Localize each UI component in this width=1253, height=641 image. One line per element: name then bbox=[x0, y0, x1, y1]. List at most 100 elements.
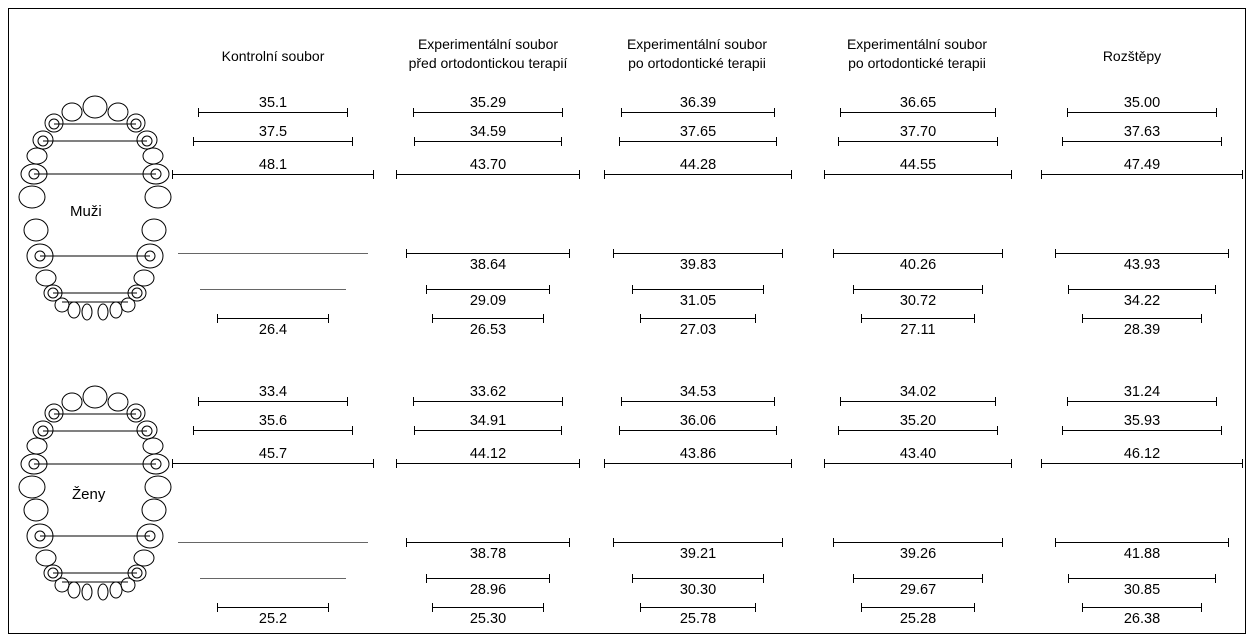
measurement-bar bbox=[840, 397, 996, 406]
measurement-bar bbox=[217, 314, 329, 323]
measurement-value: 27.11 bbox=[900, 322, 936, 338]
measurement-value: 44.12 bbox=[469, 446, 507, 462]
measurement-bar bbox=[406, 538, 570, 547]
measurement-bar bbox=[178, 253, 368, 254]
measurement-value: 35.00 bbox=[1123, 95, 1161, 111]
measurement-value: 37.70 bbox=[899, 124, 937, 140]
measurement-bar bbox=[824, 459, 1012, 468]
measurement-value: 43.86 bbox=[679, 446, 717, 462]
measurement-bar bbox=[1062, 426, 1222, 435]
measurement-bar bbox=[1082, 603, 1202, 612]
measurement-bar bbox=[217, 603, 329, 612]
measurement-bar bbox=[640, 314, 756, 323]
measurement-bar bbox=[604, 170, 792, 179]
measurement-value: 36.65 bbox=[899, 95, 937, 111]
measurement-value: 47.49 bbox=[1123, 157, 1161, 173]
group-label-women: Ženy bbox=[72, 486, 106, 503]
measurement-value: 48.1 bbox=[258, 157, 288, 173]
measurement-value: 34.02 bbox=[899, 384, 937, 400]
measurement-bar bbox=[198, 108, 348, 117]
measurement-value: 43.40 bbox=[899, 446, 937, 462]
measurement-bar bbox=[432, 603, 544, 612]
measurement-value: 43.93 bbox=[1123, 257, 1161, 273]
measurement-value: 44.55 bbox=[899, 157, 937, 173]
measurement-bar bbox=[426, 574, 550, 583]
measurement-value: 31.05 bbox=[679, 293, 717, 309]
measurement-bar bbox=[861, 603, 975, 612]
measurement-value: 37.65 bbox=[679, 124, 717, 140]
measurement-bar bbox=[613, 538, 783, 547]
measurement-bar bbox=[1068, 574, 1216, 583]
measurement-bar bbox=[632, 285, 764, 294]
measurement-bar bbox=[621, 397, 775, 406]
measurement-value: 34.53 bbox=[679, 384, 717, 400]
measurement-bar bbox=[1041, 170, 1243, 179]
measurement-bar bbox=[1055, 249, 1229, 258]
measurement-bar bbox=[396, 170, 580, 179]
measurement-bar bbox=[833, 538, 1003, 547]
measurement-value: 29.09 bbox=[469, 293, 507, 309]
measurement-value: 25.2 bbox=[258, 611, 288, 627]
measurement-bar bbox=[172, 170, 374, 179]
measurement-value: 37.5 bbox=[258, 124, 288, 140]
measurement-value: 30.72 bbox=[899, 293, 937, 309]
measurement-bar bbox=[396, 459, 580, 468]
measurement-value: 39.21 bbox=[679, 546, 717, 562]
measurement-value: 33.4 bbox=[258, 384, 288, 400]
column-header-experimental-after-2: Experimentální soubor po ortodontické ter… bbox=[846, 36, 988, 71]
measurement-value: 35.29 bbox=[469, 95, 507, 111]
measurement-bar bbox=[413, 397, 563, 406]
figure-frame bbox=[8, 8, 1246, 634]
measurement-bar bbox=[1082, 314, 1202, 323]
measurement-bar bbox=[838, 426, 998, 435]
measurement-bar bbox=[414, 137, 562, 146]
measurement-bar bbox=[853, 285, 983, 294]
measurement-value: 41.88 bbox=[1123, 546, 1161, 562]
measurement-bar bbox=[178, 542, 368, 543]
measurement-bar bbox=[1068, 285, 1216, 294]
measurement-value: 35.20 bbox=[899, 413, 937, 429]
measurement-bar bbox=[632, 574, 764, 583]
measurement-value: 36.39 bbox=[679, 95, 717, 111]
measurement-bar bbox=[853, 574, 983, 583]
measurement-value: 33.62 bbox=[469, 384, 507, 400]
measurement-value: 39.26 bbox=[899, 546, 937, 562]
measurement-value: 26.4 bbox=[258, 322, 288, 338]
measurement-value: 34.22 bbox=[1123, 293, 1161, 309]
measurement-value: 26.38 bbox=[1123, 611, 1161, 627]
measurement-value: 26.53 bbox=[469, 322, 507, 338]
measurement-bar bbox=[200, 289, 346, 290]
measurement-bar bbox=[621, 108, 775, 117]
measurement-bar bbox=[198, 397, 348, 406]
measurement-bar bbox=[861, 314, 975, 323]
group-label-men: Muži bbox=[70, 203, 102, 220]
measurement-bar bbox=[1062, 137, 1222, 146]
measurement-value: 35.1 bbox=[258, 95, 288, 111]
measurement-bar bbox=[1055, 538, 1229, 547]
measurement-bar bbox=[193, 137, 353, 146]
measurement-bar bbox=[613, 249, 783, 258]
column-header-experimental-after-1: Experimentální soubor po ortodontické ter… bbox=[626, 36, 768, 71]
measurement-bar bbox=[406, 249, 570, 258]
measurement-bar bbox=[200, 578, 346, 579]
measurement-value: 38.78 bbox=[469, 546, 507, 562]
measurement-value: 31.24 bbox=[1123, 384, 1161, 400]
measurement-value: 30.30 bbox=[679, 582, 717, 598]
measurement-value: 44.28 bbox=[679, 157, 717, 173]
measurement-bar bbox=[426, 285, 550, 294]
measurement-bar bbox=[1067, 108, 1217, 117]
measurement-value: 37.63 bbox=[1123, 124, 1161, 140]
measurement-value: 35.93 bbox=[1123, 413, 1161, 429]
measurement-bar bbox=[413, 108, 563, 117]
measurement-value: 45.7 bbox=[258, 446, 288, 462]
column-header-clefts: Rozštěpy bbox=[1102, 48, 1162, 64]
measurement-bar bbox=[193, 426, 353, 435]
measurement-value: 35.6 bbox=[258, 413, 288, 429]
measurement-value: 28.96 bbox=[469, 582, 507, 598]
measurement-value: 25.78 bbox=[679, 611, 717, 627]
measurement-value: 39.83 bbox=[679, 257, 717, 273]
measurement-bar bbox=[1041, 459, 1243, 468]
measurement-bar bbox=[619, 137, 777, 146]
measurement-value: 38.64 bbox=[469, 257, 507, 273]
measurement-bar bbox=[833, 249, 1003, 258]
